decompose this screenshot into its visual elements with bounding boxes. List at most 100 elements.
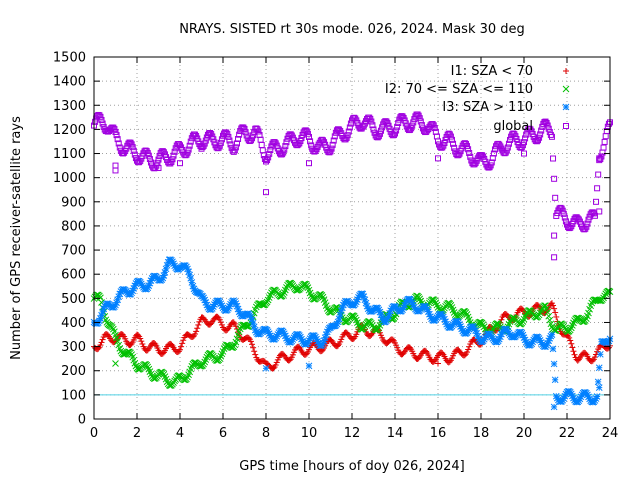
- data-point: [551, 376, 559, 384]
- data-point: [441, 304, 448, 312]
- data-point: [296, 344, 303, 351]
- data-point: [589, 357, 596, 364]
- data-point: [490, 150, 497, 157]
- data-point: [251, 348, 258, 355]
- data-point: [344, 330, 351, 337]
- data-point: [177, 346, 183, 353]
- data-point: [544, 122, 551, 129]
- x-tick-label: 24: [602, 426, 619, 441]
- data-point: [270, 365, 277, 372]
- y-tick-label: 300: [61, 340, 86, 355]
- data-point: [225, 133, 232, 140]
- data-point: [198, 145, 205, 152]
- data-point: [462, 309, 470, 316]
- data-point: [216, 355, 224, 362]
- y-tick-label: 1400: [53, 75, 86, 90]
- data-point: [193, 328, 200, 335]
- data-point: [318, 292, 326, 299]
- data-point: [235, 136, 242, 143]
- data-point: [549, 345, 557, 353]
- data-point: [179, 340, 186, 347]
- data-point: [169, 156, 176, 163]
- data-point: [266, 150, 273, 157]
- data-point: [596, 155, 603, 162]
- series-i1: [91, 300, 613, 372]
- data-point: [185, 146, 192, 153]
- data-point: [550, 360, 558, 368]
- data-point: [567, 337, 574, 344]
- data-point: [602, 133, 609, 140]
- data-point: [335, 315, 343, 323]
- data-point: [328, 337, 335, 344]
- data-point: [465, 346, 472, 353]
- y-tick-label: 0: [78, 413, 86, 428]
- data-point: [513, 135, 520, 142]
- data-point: [177, 160, 183, 167]
- data-point: [538, 127, 545, 134]
- data-point: [217, 139, 224, 146]
- data-point: [551, 232, 558, 239]
- data-point: [112, 128, 119, 135]
- data-point: [273, 359, 280, 366]
- axis-ticks: 0 2 4 6 8 10 12 14 16 18 20 22 240100200300400500600…: [53, 51, 618, 442]
- data-point: [283, 139, 290, 146]
- data-point: [99, 336, 106, 343]
- data-point: [194, 325, 201, 332]
- data-point: [393, 127, 400, 134]
- data-point: [336, 311, 344, 319]
- data-point: [168, 341, 175, 348]
- x-tick-label: 20: [516, 426, 533, 441]
- data-point: [258, 141, 265, 148]
- data-point: [584, 220, 591, 227]
- data-point: [464, 327, 472, 335]
- data-point: [552, 392, 560, 400]
- chart-title: NRAYS. SISTED rt 30s mode. 026, 2024. Ma…: [179, 22, 525, 37]
- data-point: [233, 140, 240, 147]
- data-point: [451, 144, 458, 151]
- data-point: [159, 350, 166, 357]
- data-point: [550, 155, 557, 162]
- legend-label-i3: I3: SZA > 110: [442, 100, 533, 115]
- data-point: [545, 312, 553, 320]
- data-point: [303, 282, 311, 289]
- data-point: [134, 365, 142, 373]
- data-point: [97, 113, 104, 120]
- data-point: [330, 137, 337, 144]
- data-point: [137, 335, 144, 342]
- data-point: [186, 142, 193, 149]
- data-point: [595, 171, 602, 178]
- data-point: [431, 297, 439, 305]
- data-point: [393, 342, 400, 349]
- data-point: [304, 130, 311, 137]
- data-point: [594, 185, 601, 192]
- data-point: [603, 127, 610, 134]
- data-point: [218, 136, 225, 143]
- data-point: [236, 131, 243, 138]
- data-point: [232, 144, 239, 151]
- data-point: [503, 147, 510, 154]
- series-i3: [90, 256, 614, 411]
- data-point: [131, 151, 138, 158]
- data-point: [605, 120, 612, 127]
- data-point: [98, 339, 105, 346]
- data-point: [551, 305, 558, 312]
- data-point: [345, 128, 352, 135]
- data-point: [560, 210, 567, 217]
- data-point: [566, 326, 574, 334]
- data-point: [601, 138, 608, 145]
- data-point: [407, 344, 414, 351]
- data-point: [247, 338, 254, 345]
- data-point: [479, 321, 487, 328]
- data-point: [286, 357, 293, 364]
- x-axis-label: GPS time [hours of doy 026, 2024]: [239, 459, 464, 474]
- data-point: [323, 305, 331, 312]
- data-point: [395, 119, 402, 126]
- data-point: [447, 133, 454, 140]
- x-tick-label: 8: [262, 426, 270, 441]
- data-point: [338, 336, 345, 343]
- y-tick-label: 100: [61, 388, 86, 403]
- data-point: [561, 214, 568, 221]
- data-point: [224, 326, 231, 333]
- data-point: [187, 274, 195, 282]
- legend-marker-i2: [562, 85, 570, 93]
